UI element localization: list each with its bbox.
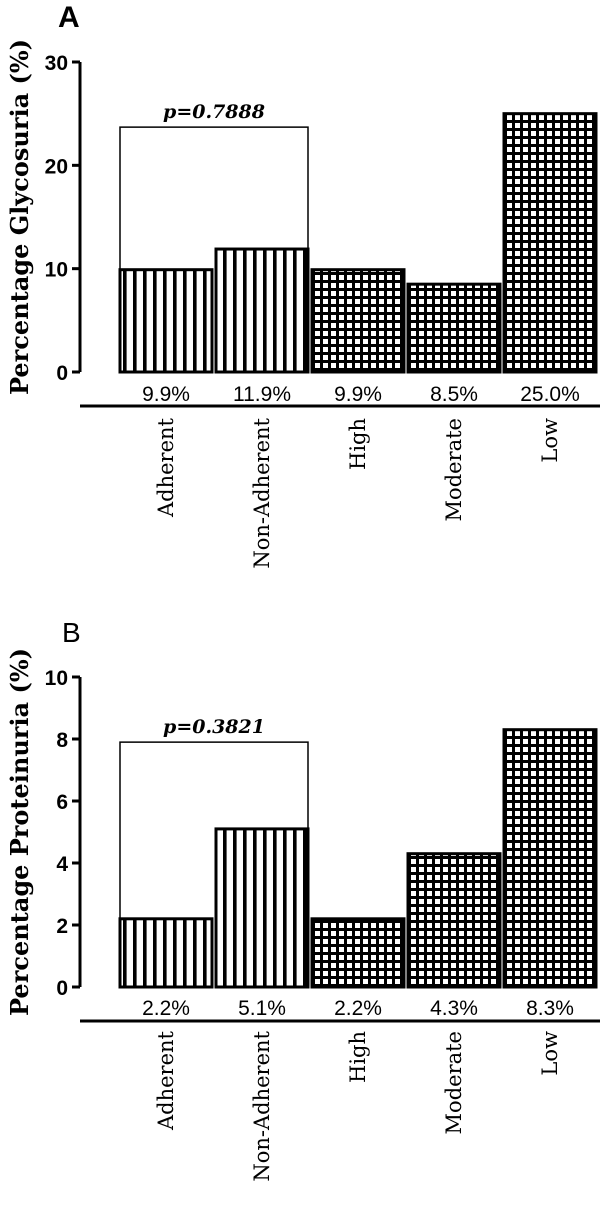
- x-tick-label: High: [346, 1031, 370, 1083]
- y-tick-label: 4: [56, 853, 68, 876]
- panel-letter: B: [62, 617, 81, 648]
- panel-letter: A: [58, 1, 80, 34]
- y-axis-label: Percentage Proteinuria (%): [5, 648, 34, 1016]
- y-tick-label: 2: [56, 915, 68, 938]
- bar-low: [502, 728, 598, 989]
- x-tick-label: Non-Adherent: [250, 1030, 274, 1181]
- data-label: 8.3%: [526, 997, 574, 1020]
- bar-adherent: [118, 917, 214, 989]
- data-label: 2.2%: [142, 997, 190, 1020]
- y-tick-label: 6: [56, 791, 68, 814]
- bar-low: [502, 112, 598, 374]
- bar-non-adherent: [214, 827, 310, 989]
- panel-b-chart: B 0 2 4 6 8 10 Percentage Proteinuria (%) 2.2% 5.…: [5, 617, 600, 1182]
- bar-moderate: [406, 852, 502, 989]
- bar-adherent: [118, 268, 214, 374]
- bar-moderate: [406, 282, 502, 374]
- x-tick-label: Adherent: [154, 1030, 178, 1131]
- y-tick-label: 10: [45, 667, 68, 690]
- data-label: 9.9%: [334, 383, 382, 406]
- x-tick-label: Non-Adherent: [250, 417, 274, 568]
- x-tick-label: Low: [538, 418, 562, 463]
- y-tick-label: 10: [45, 259, 68, 282]
- data-label: 4.3%: [430, 997, 478, 1020]
- y-tick-label: 0: [56, 977, 68, 1000]
- data-label: 9.9%: [142, 383, 190, 406]
- x-tick-label: Moderate: [442, 418, 466, 521]
- p-value-label: p=0.3821: [163, 716, 265, 738]
- data-label: 11.9%: [233, 383, 291, 406]
- x-tick-label: Moderate: [442, 1031, 466, 1134]
- data-label: 8.5%: [430, 383, 478, 406]
- comparison-bracket: [119, 741, 309, 919]
- bar-high: [310, 268, 406, 374]
- data-label: 2.2%: [334, 997, 382, 1020]
- x-tick-label: Low: [538, 1031, 562, 1076]
- data-label: 25.0%: [520, 383, 580, 406]
- bar-high: [310, 917, 406, 989]
- p-value-label: p=0.7888: [163, 101, 265, 123]
- x-tick-label: High: [346, 418, 370, 470]
- y-tick-label: 8: [56, 729, 68, 752]
- data-label: 5.1%: [238, 997, 286, 1020]
- y-tick-label: 30: [45, 52, 68, 75]
- y-tick-label: 20: [45, 155, 68, 178]
- x-tick-label: Adherent: [154, 417, 178, 518]
- y-tick-label: 0: [56, 362, 68, 385]
- y-axis-label: Percentage Glycosuria (%): [5, 39, 34, 395]
- comparison-bracket: [119, 126, 309, 270]
- panel-a-chart: A 0 10 20 30 Percentage Glycosuria (%) 9.9% 11.…: [5, 1, 600, 569]
- bar-non-adherent: [214, 247, 310, 374]
